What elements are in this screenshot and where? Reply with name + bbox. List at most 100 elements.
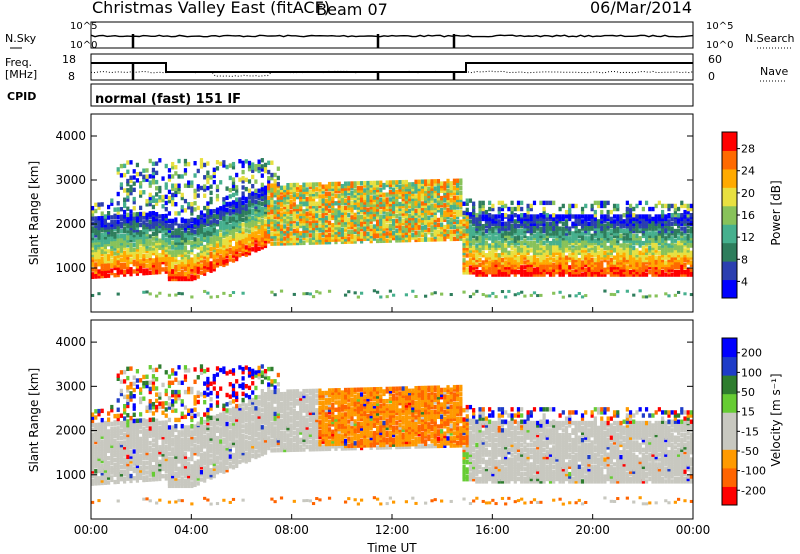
power-cell	[347, 212, 351, 218]
power-cell	[212, 223, 216, 228]
power-cell	[276, 241, 280, 246]
power-cell	[584, 236, 588, 241]
power-cell	[644, 233, 649, 239]
velocity-cell	[100, 434, 104, 439]
power-cell	[244, 240, 248, 245]
power-cell	[311, 225, 316, 231]
power-cell	[350, 193, 354, 198]
power-cell	[279, 195, 284, 200]
power-cell	[235, 185, 239, 190]
power-cell	[475, 226, 479, 231]
power-cell	[612, 245, 617, 251]
power-cell	[628, 236, 633, 241]
power-cell	[494, 226, 498, 231]
power-cell	[628, 219, 633, 224]
power-cell	[100, 242, 104, 247]
power-cell	[657, 219, 661, 224]
power-cell	[436, 217, 441, 223]
power-cell	[161, 221, 165, 226]
power-cell	[241, 185, 245, 190]
power-cell	[555, 214, 559, 219]
power-cell	[327, 196, 332, 201]
velocity-cell	[107, 463, 111, 468]
power-cell	[408, 237, 412, 243]
velocity-cell	[129, 366, 133, 371]
power-cell	[523, 216, 527, 222]
power-cell	[331, 208, 335, 213]
power-cell	[94, 218, 98, 224]
power-cell	[561, 240, 565, 246]
power-cell	[155, 260, 159, 265]
power-cell	[404, 179, 409, 185]
power-cell	[433, 188, 437, 194]
power-cell	[673, 206, 677, 212]
power-cell	[574, 228, 578, 234]
power-cell	[167, 230, 172, 236]
power-cell	[516, 200, 521, 206]
power-cell	[590, 267, 594, 272]
power-cell	[465, 214, 469, 219]
power-cell	[548, 245, 553, 251]
power-cell	[420, 201, 425, 206]
power-cell	[167, 233, 172, 238]
power-cell	[408, 223, 412, 228]
power-cell	[388, 189, 392, 195]
velocity-cell	[91, 500, 95, 504]
power-cell	[683, 250, 687, 256]
power-cell	[212, 213, 216, 219]
power-cell	[568, 216, 572, 222]
power-cell	[126, 250, 130, 255]
power-cell	[392, 204, 396, 209]
power-cell	[440, 224, 444, 230]
power-cell	[500, 221, 505, 226]
power-cell	[654, 238, 658, 243]
power-cell	[180, 242, 184, 248]
power-cell	[456, 188, 460, 193]
power-cell	[174, 238, 178, 243]
power-cell	[372, 202, 376, 207]
power-cell	[302, 218, 306, 224]
power-cell	[279, 200, 284, 205]
power-cell	[279, 197, 284, 203]
velocity-cell	[97, 439, 101, 445]
power-cell	[270, 188, 274, 193]
power-cell	[526, 236, 530, 241]
power-cell	[235, 218, 239, 223]
power-cell	[263, 212, 268, 217]
power-cell	[132, 220, 136, 226]
power-cell	[468, 295, 473, 299]
power-cell	[340, 220, 344, 225]
power-cell	[523, 231, 527, 236]
power-cell	[494, 257, 498, 263]
power-cell	[676, 228, 681, 234]
power-cell	[363, 207, 367, 212]
power-cell	[385, 216, 389, 222]
power-cell	[238, 245, 242, 251]
velocity-cell	[100, 478, 104, 483]
power-cell	[398, 230, 402, 236]
power-cell	[171, 276, 175, 282]
power-cell	[132, 187, 136, 193]
power-cell	[142, 258, 146, 264]
power-cell	[612, 243, 617, 248]
power-cell	[648, 206, 652, 212]
power-cell	[654, 219, 658, 224]
power-cell	[225, 207, 229, 213]
power-cell	[452, 210, 457, 215]
power-cell	[155, 253, 159, 258]
power-cell	[683, 228, 687, 234]
velocity-cell	[119, 447, 124, 453]
power-cell	[628, 213, 633, 218]
power-cell	[408, 216, 412, 221]
power-cell	[145, 177, 149, 182]
power-cell	[497, 260, 501, 265]
velocity-cell	[100, 446, 104, 452]
power-cell	[158, 219, 162, 224]
power-cell	[446, 202, 450, 208]
power-cell	[612, 203, 617, 209]
power-cell	[680, 260, 684, 265]
power-cell	[302, 197, 306, 202]
power-cell	[622, 238, 626, 243]
power-cell	[164, 247, 168, 253]
power-cell	[408, 213, 412, 219]
